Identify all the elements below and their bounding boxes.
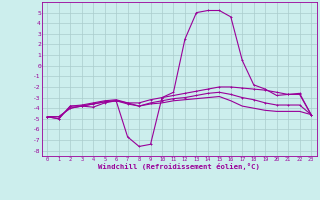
X-axis label: Windchill (Refroidissement éolien,°C): Windchill (Refroidissement éolien,°C)	[98, 163, 260, 170]
